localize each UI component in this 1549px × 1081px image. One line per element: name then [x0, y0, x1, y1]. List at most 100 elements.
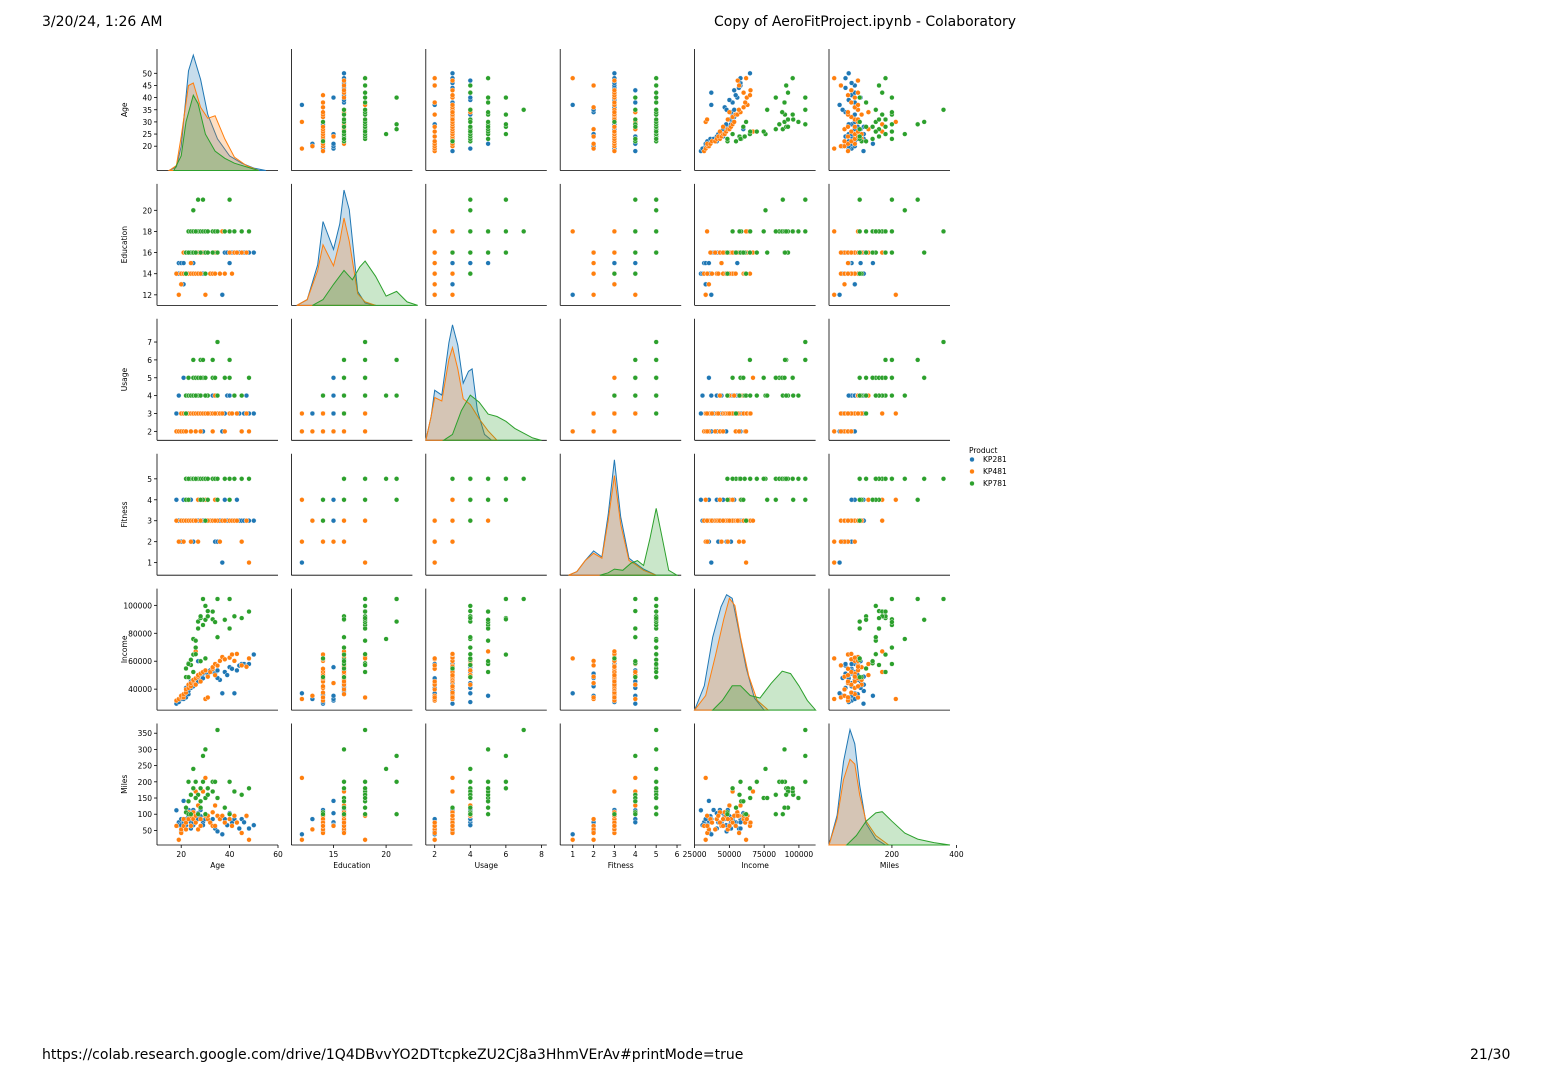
page-url[interactable]: https://colab.research.google.com/drive/…	[42, 1047, 744, 1063]
point-kp781	[239, 393, 245, 399]
point-kp781	[362, 375, 368, 381]
point-kp481	[432, 518, 438, 524]
point-kp781	[611, 655, 618, 662]
point-kp481	[193, 819, 199, 826]
point-kp781	[200, 779, 206, 785]
point-kp781	[467, 634, 473, 640]
point-kp781	[889, 250, 895, 256]
point-kp481	[320, 410, 326, 417]
point-kp481	[227, 816, 233, 822]
point-kp481	[590, 133, 597, 140]
point-kp481	[432, 819, 438, 826]
point-kp481	[193, 682, 199, 688]
point-kp481	[712, 250, 718, 256]
point-kp281	[229, 666, 235, 672]
point-kp481	[632, 775, 638, 781]
point-kp281	[330, 518, 337, 524]
point-kp481	[320, 823, 326, 829]
point-kp481	[841, 281, 848, 287]
point-kp481	[243, 250, 250, 256]
point-kp781	[394, 121, 400, 127]
point-kp781	[780, 197, 786, 203]
point-kp781	[747, 476, 753, 482]
point-kp781	[653, 603, 659, 609]
point-kp281	[611, 70, 618, 76]
point-kp781	[467, 651, 473, 657]
point-kp781	[729, 785, 736, 791]
point-kp781	[857, 119, 863, 125]
point-kp781	[773, 375, 779, 381]
point-kp481	[590, 141, 597, 147]
point-kp781	[857, 655, 863, 662]
point-kp281	[706, 798, 712, 804]
point-kp481	[212, 802, 218, 809]
point-kp481	[703, 292, 709, 298]
panel-miles-vs-income: 25000 50000 75000 100000 Income	[683, 723, 816, 870]
point-kp481	[726, 518, 733, 524]
point-kp781	[362, 779, 368, 785]
point-kp481	[845, 694, 851, 701]
point-kp481	[449, 683, 456, 689]
point-kp481	[611, 250, 618, 256]
point-kp781	[632, 94, 638, 101]
point-kp481	[570, 228, 576, 235]
point-kp781	[485, 625, 491, 632]
point-kp781	[785, 124, 791, 130]
point-kp281	[330, 141, 337, 147]
point-kp781	[779, 779, 785, 785]
point-kp781	[521, 107, 527, 113]
point-kp781	[653, 410, 659, 417]
point-kp481	[362, 410, 368, 417]
point-kp281	[241, 819, 247, 825]
point-kp481	[611, 375, 618, 381]
point-kp281	[181, 260, 187, 266]
point-kp481	[845, 109, 851, 115]
point-kp781	[724, 136, 731, 142]
point-kp281	[632, 260, 638, 266]
legend-marker-kp281	[969, 456, 975, 463]
point-kp481	[299, 410, 305, 417]
point-kp781	[503, 476, 509, 482]
point-kp781	[921, 476, 927, 482]
point-kp481	[432, 686, 438, 693]
point-kp481	[726, 823, 733, 829]
point-kp281	[449, 148, 456, 154]
point-kp281	[731, 107, 737, 113]
panel-age-vs-age: 20 25 30 35 40 45 50 Age	[120, 49, 278, 171]
point-kp481	[299, 497, 305, 503]
kde-kp781	[441, 394, 542, 441]
point-kp781	[729, 228, 736, 235]
point-kp781	[341, 644, 347, 651]
point-kp481	[704, 271, 710, 277]
point-kp781	[485, 476, 491, 482]
point-kp781	[188, 792, 194, 798]
panel-income-vs-miles	[828, 588, 950, 711]
panel-miles-vs-miles: 200 400 Miles	[828, 723, 964, 870]
point-kp481	[611, 648, 618, 655]
point-kp781	[889, 228, 895, 235]
point-kp781	[193, 795, 199, 801]
point-kp481	[229, 410, 235, 417]
point-kp481	[309, 518, 316, 524]
point-kp781	[761, 476, 767, 482]
x-tick-label: 20	[176, 850, 186, 859]
point-kp481	[198, 823, 204, 829]
point-kp481	[362, 694, 368, 701]
point-kp481	[845, 666, 851, 672]
point-kp481	[841, 686, 848, 693]
point-kp481	[632, 682, 638, 688]
panel-fitness-vs-usage	[425, 453, 547, 576]
point-kp481	[893, 497, 899, 503]
point-kp481	[845, 92, 851, 98]
point-kp781	[198, 658, 204, 664]
point-kp781	[795, 228, 802, 235]
point-kp481	[731, 393, 737, 399]
point-kp781	[362, 603, 368, 609]
point-kp781	[783, 82, 789, 89]
point-kp481	[432, 124, 438, 130]
point-kp481	[740, 104, 747, 110]
point-kp781	[857, 393, 863, 399]
y-tick-label: 50	[142, 826, 152, 835]
point-kp481	[735, 813, 741, 819]
point-kp781	[781, 375, 788, 381]
